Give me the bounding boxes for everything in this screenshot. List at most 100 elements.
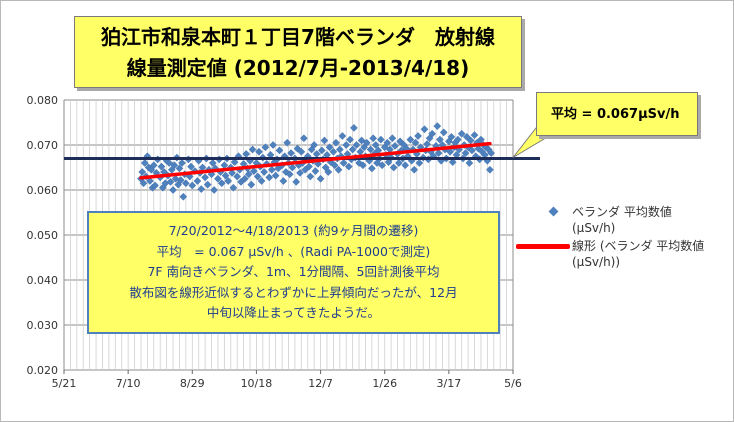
note-box: 7/20/2012～4/18/2013 (約9ヶ月間の遷移) 平均 = 0.06… [87,211,500,334]
x-tick-label: 1/26 [372,377,397,390]
note-line: 7F 南向きベランダ、1m、1分間隔、5回計測後平均 [147,264,440,279]
data-point [306,172,315,181]
data-point [157,162,166,171]
data-point [388,134,397,143]
data-point [314,160,322,168]
data-point [465,159,474,167]
data-point [435,135,444,144]
data-point [221,171,230,180]
x-tick-label: 12/7 [308,377,333,390]
x-tick-label: 8/29 [180,377,205,390]
data-point [439,128,448,137]
data-point [224,177,233,185]
data-point [287,149,295,157]
data-point [151,181,159,190]
trend-line [139,141,492,180]
average-callout: 平均 = 0.067µSv/h [536,92,698,136]
y-tick-label: 0.070 [27,139,59,152]
data-point [233,172,242,181]
data-point [486,165,494,174]
data-point [285,170,294,179]
x-tick-label: 3/17 [437,377,462,390]
data-point [292,178,301,186]
data-point [401,161,410,170]
data-point [297,147,306,156]
data-point [208,159,217,167]
data-point [283,138,292,147]
data-point [468,146,476,155]
data-point [329,147,338,156]
data-point [415,159,424,167]
data-point [420,125,429,134]
data-point [170,161,179,170]
data-point [448,158,457,166]
data-point [275,146,284,155]
y-tick-label: 0.050 [27,229,59,242]
data-point [138,168,147,176]
data-point [140,159,149,167]
data-point [260,168,269,176]
x-tick-label: 10/18 [241,377,273,390]
data-point [410,165,419,174]
data-point [470,131,479,139]
data-point [214,174,222,183]
data-point [342,141,351,149]
y-tick-label: 0.030 [27,319,59,332]
data-point [391,142,399,150]
data-point [269,141,277,149]
data-point [335,145,344,154]
x-tick-label: 7/10 [116,377,141,390]
y-tick-label: 0.080 [27,94,59,107]
data-point [228,169,236,177]
x-tick-label: 5/6 [504,377,522,390]
data-point [330,161,339,170]
data-point [366,145,375,154]
data-point [310,141,319,149]
data-point [279,177,288,185]
data-point [203,180,212,189]
data-point [352,141,361,149]
data-point [348,145,357,154]
data-point [178,159,186,167]
data-point [371,141,380,149]
chart-title: 狛江市和泉本町１丁目7階ベランダ 放射線 線量測定値 (2012/7月-2013… [74,16,522,88]
data-point [389,163,398,172]
data-point [428,129,437,138]
data-point [166,178,175,186]
data-point [229,183,238,192]
data-point [248,145,257,154]
data-point [253,172,262,181]
note-line: 散布図を線形近似するとわずかに上昇傾向だったが、12月 [129,284,458,300]
data-point [332,138,340,147]
data-point [406,135,415,144]
data-point [241,174,249,183]
data-point [411,138,420,147]
note-line: 平均 = 0.067 µSv/h 、(Radi PA-1000で測定) [156,243,431,259]
data-point [288,163,297,172]
data-point [362,138,371,147]
data-point [369,134,378,143]
data-point [316,174,325,183]
data-point [344,162,353,171]
data-point [249,167,258,175]
data-point [187,162,195,171]
data-point [176,176,185,184]
data-point [350,124,358,132]
data-point [334,165,343,174]
trend-line-marker-icon [516,244,570,249]
data-point [453,135,462,144]
data-point [338,132,347,140]
y-tick-label: 0.060 [27,184,59,197]
average-callout-text: 平均 = 0.067µSv/h [551,107,680,122]
data-point [434,149,443,157]
data-point [378,161,387,170]
chart-title-line2: 線量測定値 (2012/7月-2013/4/18) [126,56,470,80]
data-point [181,179,190,188]
data-point [267,165,276,174]
data-point [368,164,376,173]
data-point [355,159,363,167]
data-point [179,192,188,201]
data-point [139,179,148,188]
data-point [383,138,392,147]
legend-trend-unit: (µSv/h)) [572,255,621,269]
